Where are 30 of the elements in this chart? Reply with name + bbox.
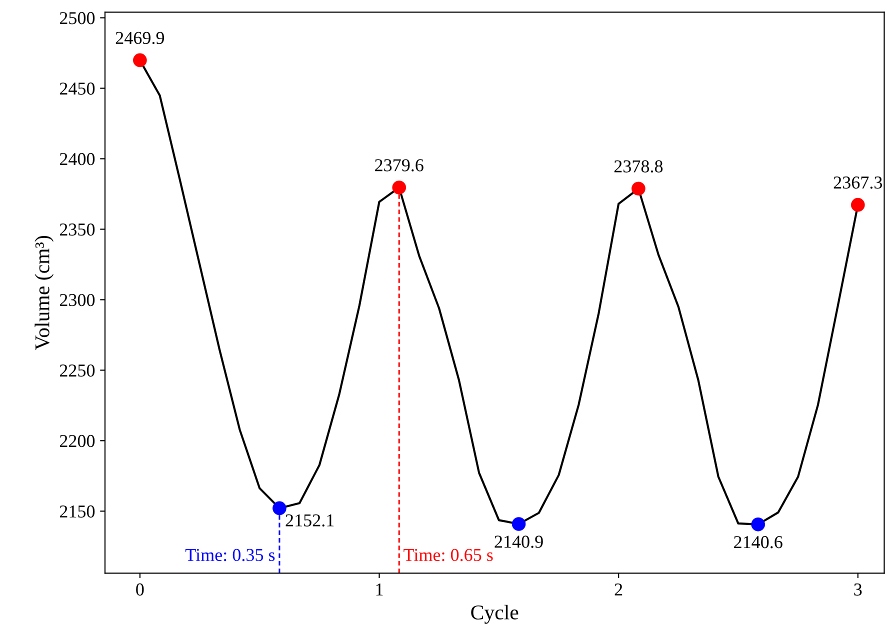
point (512, 517, 526, 531)
data-label: 2379.6 (375, 159, 424, 172)
point (850, 198, 865, 212)
data-label: 2469.9 (116, 32, 164, 44)
y-tick-label: 2450 (60, 82, 95, 95)
point (133, 53, 147, 68)
data-label: 2378.8 (614, 160, 663, 173)
y-tick-label: 2350 (60, 223, 95, 236)
x-tick-label: 0 (136, 583, 144, 596)
y-tick-label: 2500 (60, 12, 95, 24)
y-tick-label: 2200 (60, 434, 95, 448)
y-tick-label: 2400 (60, 153, 95, 166)
point (392, 180, 406, 194)
data-label: 2367.3 (834, 176, 882, 189)
y-axis-title: Volume (cm³) (34, 236, 54, 350)
x-tick-label: 2 (614, 583, 622, 596)
y-tick-label: 2300 (60, 294, 95, 306)
point (272, 501, 286, 516)
y-tick-label: 2150 (60, 505, 95, 518)
x-axis-title: Cycle (471, 604, 518, 624)
x-tick-label: 1 (376, 584, 383, 596)
x-tick-label: 3 (854, 583, 862, 596)
point (632, 182, 646, 196)
annotation: Time: 0.65 s (404, 548, 493, 562)
y-tick-label: 2250 (60, 364, 95, 377)
annotation: Time: 0.35 s (185, 548, 275, 562)
data-label: 2140.9 (494, 536, 543, 548)
data-label: 2140.6 (734, 536, 782, 548)
point (751, 518, 766, 532)
data-label: 2152.1 (286, 514, 334, 527)
